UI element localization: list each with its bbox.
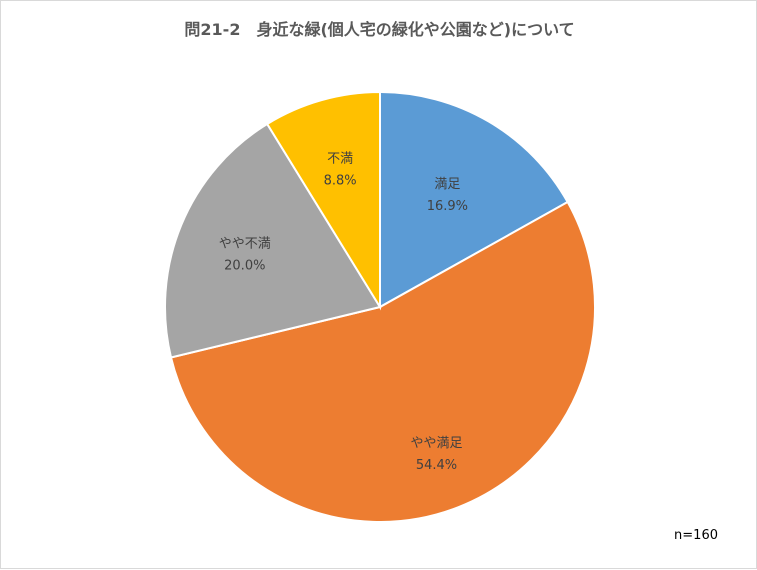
slice-value-label: 20.0% bbox=[224, 258, 265, 273]
slice-category-label: やや不満 bbox=[219, 236, 271, 251]
sample-size-note: n=160 bbox=[674, 528, 718, 543]
slice-value-label: 8.8% bbox=[324, 173, 357, 188]
pie-slices bbox=[164, 90, 596, 523]
slice-dissatisfied bbox=[265, 90, 381, 311]
slice-value-label: 16.9% bbox=[427, 199, 468, 214]
slice-satisfied bbox=[379, 90, 570, 309]
slice-somewhat-satisfied bbox=[169, 200, 596, 523]
slice-somewhat-dissatisfied bbox=[164, 122, 382, 359]
slice-category-label: 満足 bbox=[434, 177, 460, 192]
chart-title: 問21-2 身近な緑(個人宅の緑化や公園など)について bbox=[184, 20, 575, 39]
slice-labels: 満足 16.9% やや満足 54.4% やや不満 20.0% 不満 8.8% bbox=[219, 151, 468, 473]
slice-category-label: 不満 bbox=[327, 151, 353, 166]
slice-category-label: やや満足 bbox=[410, 436, 462, 451]
slice-value-label: 54.4% bbox=[416, 458, 457, 473]
